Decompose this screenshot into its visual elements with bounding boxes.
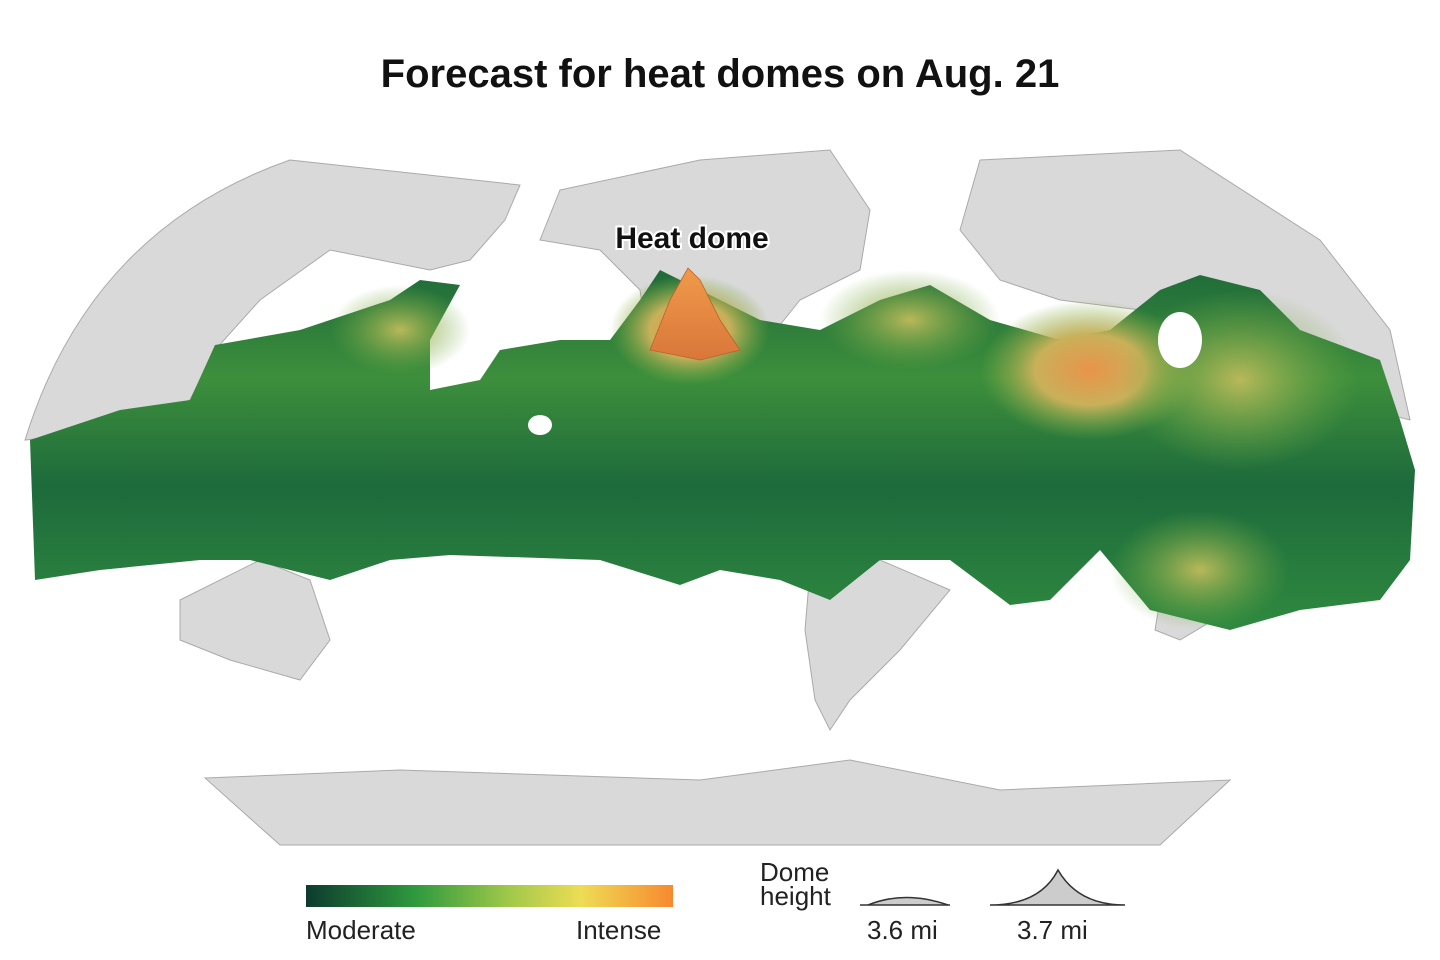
dome-size-label: 3.6 mi bbox=[867, 915, 938, 945]
color-scale bbox=[306, 885, 673, 907]
heat-patches bbox=[330, 270, 1360, 630]
dome-size-label: 3.7 mi bbox=[1017, 915, 1088, 945]
title: Forecast for heat domes on Aug. 21 bbox=[380, 52, 1060, 96]
dome-small bbox=[867, 896, 949, 906]
heat-dome-peak bbox=[649, 267, 741, 361]
annotation: Heat dome bbox=[615, 222, 768, 255]
dome-height-title: Dome height bbox=[760, 857, 831, 911]
scale-low: Moderate bbox=[306, 915, 416, 945]
dome-large bbox=[989, 868, 1126, 906]
scale-high: Intense bbox=[576, 915, 662, 945]
